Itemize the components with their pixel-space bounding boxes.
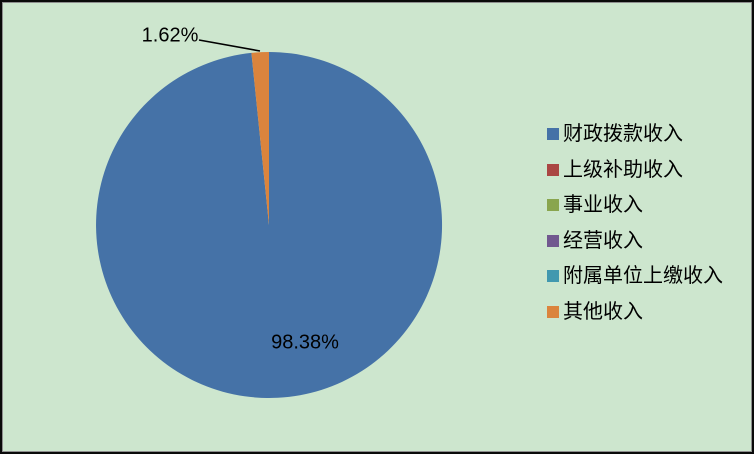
- legend-swatch-icon: [547, 199, 559, 211]
- pie-slices: [96, 51, 443, 398]
- legend-swatch-icon: [547, 234, 559, 247]
- legend-item-2: 上级补助收入: [547, 160, 723, 180]
- legend-item-4: 经营收入: [547, 231, 723, 251]
- legend-swatch-icon: [547, 163, 559, 176]
- pie-slice-1: [96, 51, 443, 398]
- legend-item-3: 事业收入: [547, 195, 723, 215]
- data-label-main-slice: 98.38%: [271, 331, 339, 354]
- legend-item-6: 其他收入: [547, 302, 723, 322]
- legend-label: 事业收入: [563, 194, 643, 216]
- legend-item-1: 财政拨款收入: [547, 124, 723, 144]
- legend-label: 经营收入: [563, 229, 643, 252]
- pie-slice-6: [251, 52, 269, 225]
- legend-item-5: 附属单位上缴收入: [547, 266, 723, 286]
- data-label-leader-line: [198, 39, 261, 52]
- data-label-other-slice: 1.62%: [141, 24, 199, 47]
- legend-label: 上级补助收入: [563, 158, 683, 181]
- legend: 财政拨款收入 上级补助收入 事业收入 经营收入 附属单位上缴收入 其他收入: [547, 124, 723, 337]
- legend-swatch-icon: [547, 128, 559, 140]
- pie-chart: [96, 39, 443, 398]
- legend-label: 财政拨款收入: [563, 123, 683, 145]
- legend-label: 其他收入: [563, 300, 643, 323]
- legend-swatch-icon: [547, 270, 559, 282]
- legend-label: 附属单位上缴收入: [563, 265, 723, 287]
- legend-swatch-icon: [547, 305, 559, 318]
